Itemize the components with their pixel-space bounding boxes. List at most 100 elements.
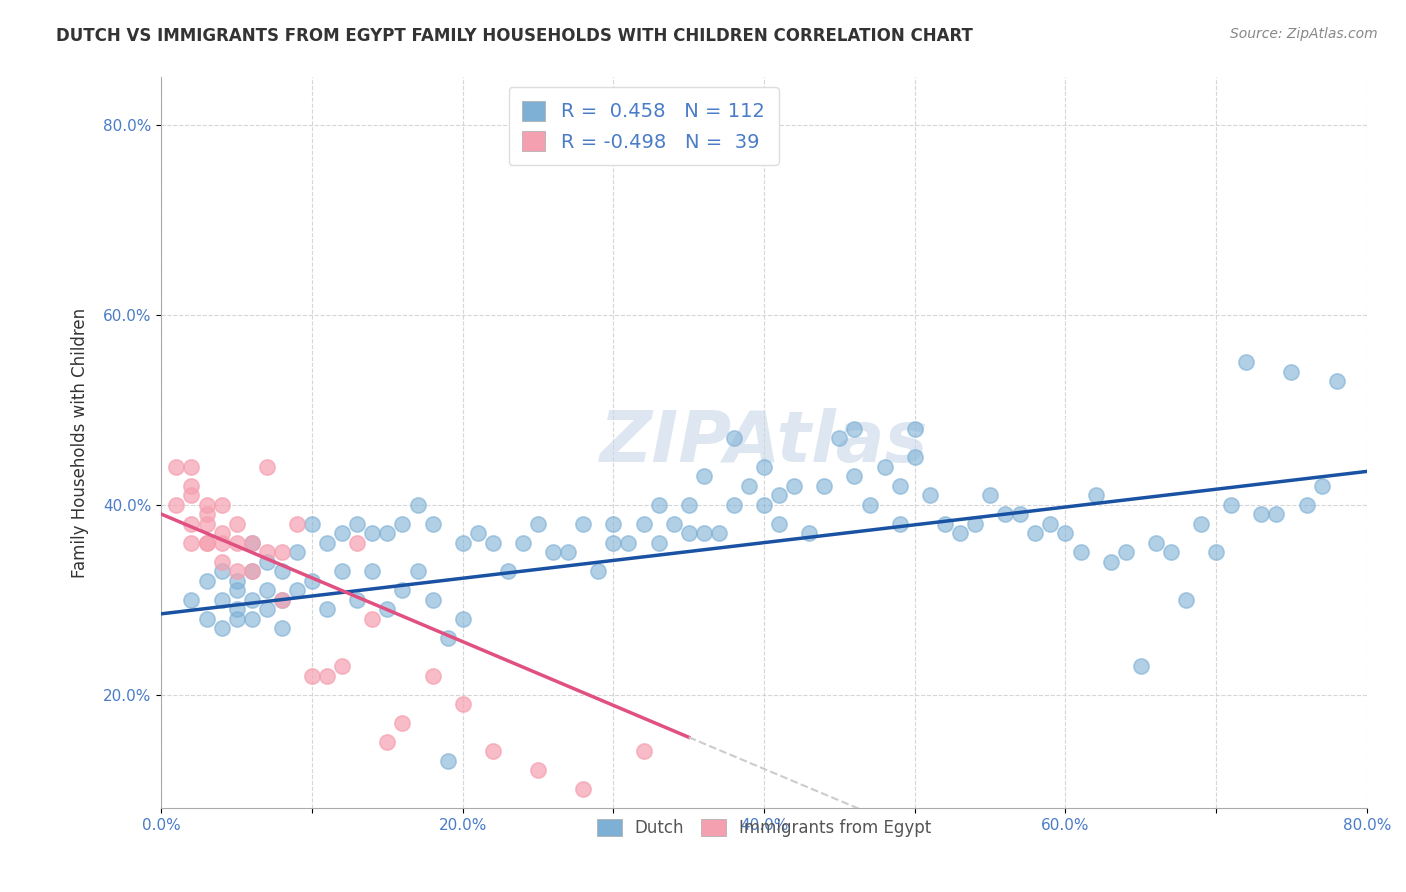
- Point: [799, 526, 821, 541]
- Point: [406, 498, 429, 512]
- Point: [1220, 498, 1243, 512]
- Point: [391, 716, 413, 731]
- Point: [813, 478, 835, 492]
- Point: [422, 668, 444, 682]
- Point: [225, 611, 247, 625]
- Point: [1160, 545, 1182, 559]
- Point: [647, 535, 669, 549]
- Point: [285, 545, 308, 559]
- Point: [211, 621, 233, 635]
- Point: [844, 422, 866, 436]
- Point: [1250, 507, 1272, 521]
- Point: [301, 574, 323, 588]
- Point: [195, 611, 218, 625]
- Point: [346, 592, 368, 607]
- Point: [240, 535, 263, 549]
- Point: [406, 564, 429, 578]
- Point: [211, 498, 233, 512]
- Point: [1129, 659, 1152, 673]
- Point: [361, 564, 384, 578]
- Text: ZIPAtlas: ZIPAtlas: [600, 409, 928, 477]
- Point: [633, 516, 655, 531]
- Point: [541, 545, 564, 559]
- Point: [346, 535, 368, 549]
- Point: [1144, 535, 1167, 549]
- Point: [949, 526, 972, 541]
- Point: [602, 516, 624, 531]
- Point: [527, 516, 550, 531]
- Point: [436, 754, 458, 768]
- Point: [211, 592, 233, 607]
- Point: [451, 611, 474, 625]
- Point: [482, 535, 505, 549]
- Point: [211, 535, 233, 549]
- Text: DUTCH VS IMMIGRANTS FROM EGYPT FAMILY HOUSEHOLDS WITH CHILDREN CORRELATION CHART: DUTCH VS IMMIGRANTS FROM EGYPT FAMILY HO…: [56, 27, 973, 45]
- Point: [602, 535, 624, 549]
- Point: [301, 668, 323, 682]
- Point: [858, 498, 880, 512]
- Point: [633, 744, 655, 758]
- Point: [165, 459, 187, 474]
- Point: [256, 545, 278, 559]
- Point: [330, 659, 353, 673]
- Point: [678, 526, 700, 541]
- Point: [752, 498, 775, 512]
- Point: [1234, 355, 1257, 369]
- Point: [377, 602, 399, 616]
- Point: [361, 611, 384, 625]
- Point: [1189, 516, 1212, 531]
- Point: [180, 478, 202, 492]
- Point: [572, 782, 595, 797]
- Point: [316, 535, 339, 549]
- Point: [195, 535, 218, 549]
- Point: [225, 564, 247, 578]
- Point: [707, 526, 730, 541]
- Point: [768, 488, 790, 502]
- Point: [301, 516, 323, 531]
- Point: [180, 535, 202, 549]
- Point: [918, 488, 941, 502]
- Point: [889, 478, 911, 492]
- Point: [391, 516, 413, 531]
- Point: [422, 592, 444, 607]
- Point: [211, 564, 233, 578]
- Point: [377, 526, 399, 541]
- Point: [436, 631, 458, 645]
- Point: [693, 469, 716, 483]
- Point: [346, 516, 368, 531]
- Point: [1024, 526, 1046, 541]
- Point: [180, 459, 202, 474]
- Point: [496, 564, 519, 578]
- Point: [467, 526, 489, 541]
- Point: [873, 459, 896, 474]
- Point: [934, 516, 956, 531]
- Point: [225, 516, 247, 531]
- Point: [225, 574, 247, 588]
- Point: [904, 422, 927, 436]
- Point: [195, 535, 218, 549]
- Text: Source: ZipAtlas.com: Source: ZipAtlas.com: [1230, 27, 1378, 41]
- Y-axis label: Family Households with Children: Family Households with Children: [72, 308, 89, 578]
- Point: [285, 516, 308, 531]
- Point: [270, 621, 292, 635]
- Point: [180, 592, 202, 607]
- Point: [1099, 555, 1122, 569]
- Point: [904, 450, 927, 465]
- Point: [723, 431, 745, 445]
- Point: [270, 592, 292, 607]
- Point: [512, 535, 534, 549]
- Point: [422, 516, 444, 531]
- Point: [195, 498, 218, 512]
- Point: [240, 564, 263, 578]
- Point: [1054, 526, 1077, 541]
- Point: [195, 507, 218, 521]
- Point: [1205, 545, 1227, 559]
- Point: [285, 583, 308, 598]
- Point: [752, 459, 775, 474]
- Point: [844, 469, 866, 483]
- Point: [240, 564, 263, 578]
- Point: [256, 602, 278, 616]
- Point: [1039, 516, 1062, 531]
- Point: [723, 498, 745, 512]
- Point: [180, 516, 202, 531]
